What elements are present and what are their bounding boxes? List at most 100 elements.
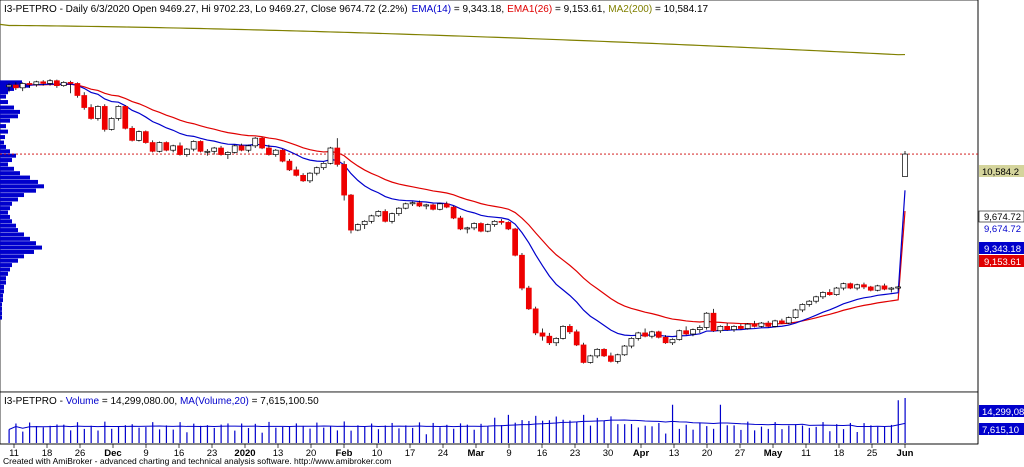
candle [587, 354, 594, 364]
candle [40, 80, 47, 86]
candle [211, 146, 218, 155]
profile-bar [0, 114, 18, 119]
x-tick-label: 9 [143, 448, 148, 459]
candle-body [320, 162, 327, 169]
candle [888, 286, 895, 293]
volume-bar [309, 428, 311, 443]
candle-body [443, 203, 450, 208]
candle-body [334, 147, 341, 165]
candle-body [19, 83, 26, 89]
candle-body [54, 80, 60, 86]
candle-body [854, 284, 860, 289]
profile-bar [0, 267, 10, 272]
candle [115, 105, 122, 121]
volume-bar [206, 425, 209, 443]
volume-bar [439, 427, 441, 443]
candle [430, 203, 436, 211]
candle-body [293, 169, 300, 176]
volume-bar [275, 427, 277, 443]
profile-bar [0, 153, 16, 158]
candle [751, 320, 758, 328]
volume-bar [391, 422, 393, 443]
candle-body [649, 331, 655, 337]
candle [573, 329, 580, 347]
volume-bar [124, 425, 126, 443]
candle-body [662, 336, 669, 344]
candle [854, 283, 860, 291]
candle-body [286, 160, 293, 171]
candle-body [758, 322, 765, 327]
candle-body [902, 153, 908, 177]
x-tick-label: 23 [570, 448, 581, 459]
volume-bar [801, 425, 804, 443]
candle [218, 145, 224, 156]
volume-bar [323, 427, 325, 443]
candle [136, 130, 142, 142]
candle [252, 137, 259, 149]
candle-body [594, 348, 601, 357]
candle-body [847, 283, 854, 289]
volume-bar [268, 421, 270, 443]
candle-body [525, 287, 532, 310]
volume-bar [104, 421, 106, 443]
volume-bar [446, 424, 448, 443]
volume-bar [596, 417, 598, 443]
volume-bar [405, 425, 407, 443]
candle [183, 148, 190, 157]
volume-bar [186, 432, 188, 443]
candle [95, 105, 101, 121]
profile-bar [0, 144, 6, 149]
x-tick-label: Jun [897, 448, 914, 459]
volume-bar [357, 425, 359, 443]
x-tick-label: 16 [174, 448, 185, 459]
volume-bar [261, 432, 263, 443]
x-tick-label: 11 [9, 448, 19, 459]
candle-body [724, 326, 731, 330]
candle-body [669, 339, 676, 344]
candle [177, 142, 183, 156]
candle [649, 330, 655, 339]
candle [279, 149, 286, 163]
candle-body [354, 224, 361, 231]
candle-body [628, 338, 635, 347]
candle [628, 337, 635, 349]
volume-bar [583, 414, 585, 443]
volume-bar [336, 430, 339, 443]
profile-bar [0, 100, 8, 105]
candle-body [122, 106, 129, 129]
candle [197, 140, 204, 153]
candle [895, 285, 902, 291]
candle-body [491, 220, 498, 225]
volume-bar [343, 421, 345, 443]
volume-bar [76, 422, 79, 443]
profile-bar [0, 140, 4, 145]
profile-bar [0, 94, 6, 99]
candle [450, 206, 457, 220]
x-tick-label: Dec [104, 448, 121, 459]
volume-bar [617, 424, 619, 443]
candle-body [245, 145, 252, 151]
profile-bar [0, 171, 20, 176]
svg-text:7,615,10: 7,615,10 [982, 425, 1019, 436]
candle [204, 149, 211, 156]
candle [149, 140, 156, 153]
candle [867, 285, 874, 292]
profile-bar [0, 258, 18, 263]
profile-bar [0, 236, 30, 241]
candle [861, 282, 867, 290]
volume-bar [781, 429, 783, 443]
volume-bar [282, 426, 284, 443]
candle-body [238, 145, 245, 151]
candle [785, 316, 792, 325]
candle [190, 140, 197, 152]
candle [26, 81, 33, 88]
candle-body [67, 82, 74, 84]
candle [710, 308, 717, 332]
candle-body [33, 81, 40, 85]
candle [67, 80, 74, 94]
volume-bar [200, 425, 202, 443]
candle [293, 166, 300, 177]
volume-bar [589, 425, 592, 443]
volume-bar [829, 431, 831, 443]
volume-bar [425, 434, 427, 443]
